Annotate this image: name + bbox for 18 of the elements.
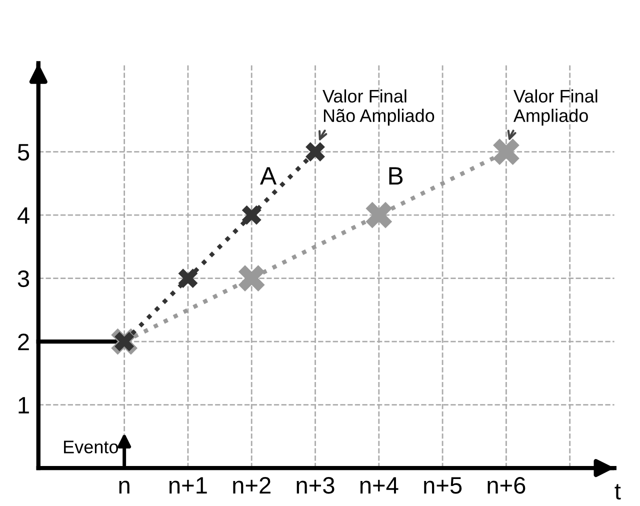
series-label: B	[389, 167, 403, 184]
x-axis-title: t	[614, 484, 621, 500]
y-tick-label: 1	[18, 397, 29, 414]
x-tick-label: n	[119, 480, 130, 494]
annotation: Evento	[64, 440, 118, 454]
x-tick-label: n+2	[233, 477, 270, 494]
x-tick-label: n+6	[488, 477, 526, 494]
y-tick-label: 5	[18, 144, 30, 161]
y-tick-label: 2	[18, 334, 29, 350]
y-tick-label: 4	[17, 207, 30, 224]
x-tick-label: n+1	[170, 477, 207, 494]
series-label: A	[260, 167, 277, 184]
x-tick-label: n+5	[424, 477, 462, 494]
annotation: Valor Final Não Ampliado	[322, 89, 434, 126]
x-tick-label: n+3	[296, 477, 334, 494]
x-tick-label: n+4	[360, 477, 398, 494]
annotation: Valor Final Ampliado	[513, 89, 598, 126]
y-tick-label: 3	[18, 270, 30, 288]
